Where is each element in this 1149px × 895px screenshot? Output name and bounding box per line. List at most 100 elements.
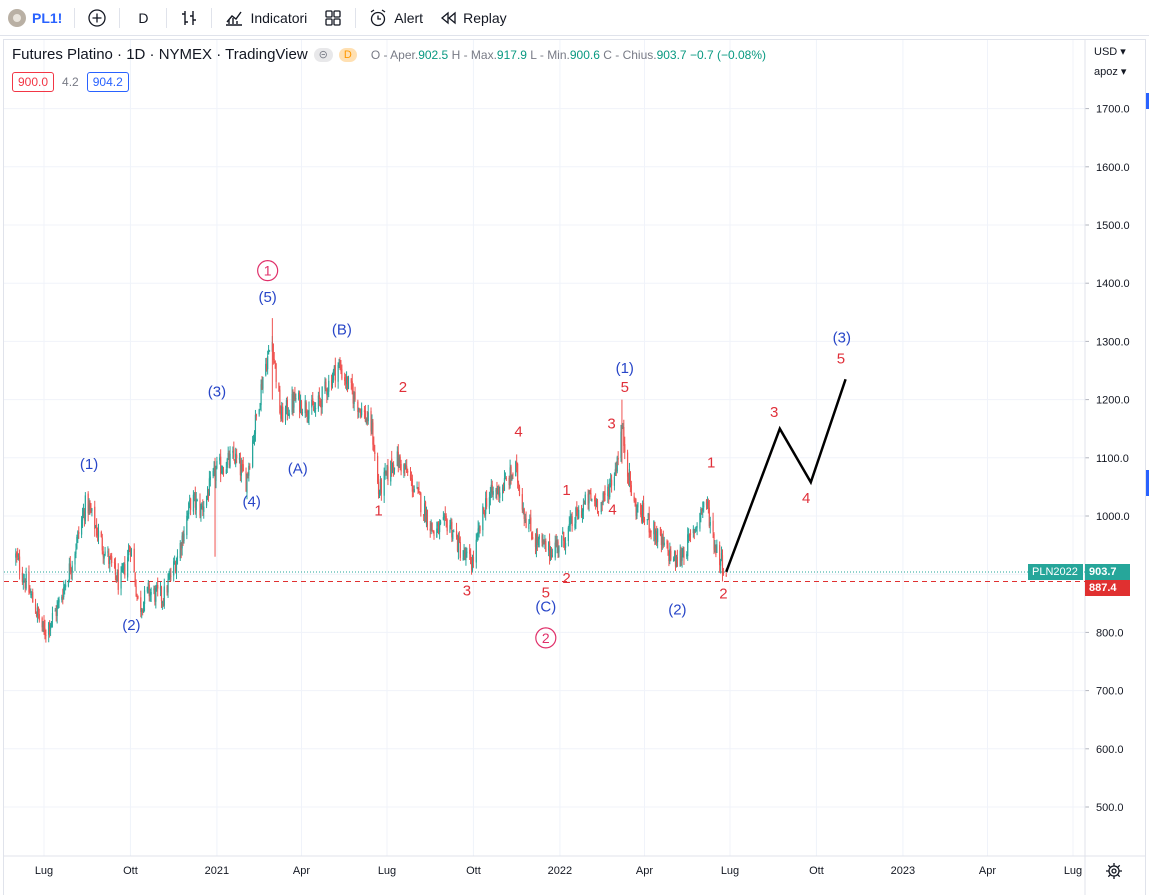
candle-body — [311, 399, 313, 408]
candle-body — [626, 452, 629, 477]
candle-body — [689, 533, 692, 535]
candle-body — [291, 393, 293, 413]
candle-body — [377, 481, 380, 494]
candle-body — [695, 526, 697, 528]
candle-body — [193, 493, 195, 495]
candle-body — [669, 548, 671, 562]
interval-button[interactable]: D — [124, 0, 162, 36]
candle-body — [189, 498, 192, 510]
candle-body — [94, 506, 96, 529]
candle-body — [117, 569, 119, 590]
candle-body — [21, 572, 23, 583]
layouts-button[interactable] — [315, 0, 351, 36]
chart-type-button[interactable] — [171, 0, 207, 36]
candle-body — [636, 508, 638, 517]
candle-body — [530, 517, 532, 531]
compare-add-button[interactable] — [79, 0, 115, 36]
candle-body — [377, 455, 379, 483]
candle-body — [25, 573, 27, 589]
candle-body — [511, 475, 513, 480]
candle-body — [549, 549, 552, 559]
candle-body — [537, 539, 539, 546]
candle-body — [207, 492, 210, 498]
candle-body — [351, 381, 353, 391]
candle-body — [609, 482, 611, 498]
candle-body — [196, 500, 198, 502]
candle-body — [136, 594, 138, 596]
currency-selector[interactable]: USD ▾ — [1094, 46, 1126, 58]
candle-body — [169, 573, 171, 579]
candle-body — [222, 470, 225, 474]
candle-body — [215, 469, 217, 481]
candle-body — [663, 542, 665, 546]
candle-body — [175, 562, 178, 573]
candle-body — [393, 467, 396, 470]
hide-button[interactable]: ⊝ — [313, 47, 333, 62]
candle-body — [109, 556, 111, 565]
candle-body — [101, 537, 103, 551]
candle-body — [503, 478, 506, 492]
candle-body — [485, 498, 487, 515]
candle-body — [68, 563, 70, 580]
candle-body — [409, 474, 412, 479]
candle-body — [108, 553, 110, 564]
candle-body — [374, 451, 376, 455]
wave-label-blue: (B) — [332, 321, 352, 338]
unit-selector[interactable]: apoz ▾ — [1094, 66, 1127, 78]
candle-body — [242, 464, 244, 472]
candle-body — [179, 543, 181, 559]
replay-button[interactable]: Replay — [431, 0, 515, 36]
candle-body — [483, 507, 485, 512]
candle-body — [328, 380, 330, 392]
candle-body — [91, 508, 93, 512]
candle-body — [71, 565, 73, 573]
divider — [166, 7, 168, 28]
candle-body — [681, 556, 683, 561]
x-tick-label: Apr — [979, 865, 996, 877]
candle-body — [82, 510, 85, 516]
candle-body — [57, 602, 59, 608]
indicators-button[interactable]: Indicatori — [216, 0, 315, 36]
candle-body — [306, 411, 308, 416]
candle-body — [502, 486, 505, 491]
candle-body — [399, 456, 401, 463]
candle-body — [115, 575, 117, 582]
candle-body — [159, 586, 162, 591]
sell-button[interactable]: 900.0 — [12, 72, 55, 92]
candle-body — [536, 534, 538, 544]
settings-gear-icon[interactable] — [1105, 862, 1123, 880]
candle-body — [417, 488, 419, 490]
y-tick-label: 1700.0 — [1096, 104, 1130, 116]
buy-button[interactable]: 904.2 — [86, 72, 129, 92]
candle-body — [75, 549, 77, 554]
candle-body — [390, 460, 392, 482]
candle-body — [80, 519, 83, 535]
alert-button[interactable]: Alert — [360, 0, 431, 36]
candle-body — [48, 622, 50, 635]
candle-body — [37, 606, 39, 615]
candle-body — [604, 493, 606, 495]
ohlc-readout: O - Aper.902.5 H - Max.917.9 L - Min.900… — [371, 48, 766, 62]
bars-chart-type-icon — [182, 10, 197, 25]
candle-body — [721, 555, 724, 574]
candle-body — [613, 476, 616, 486]
candle-body — [439, 523, 441, 533]
symbol-button[interactable]: PL1! — [0, 0, 70, 36]
candle-body — [69, 563, 71, 572]
candle-body — [247, 472, 249, 475]
candle-body — [720, 559, 722, 566]
indicators-icon — [226, 11, 243, 26]
candle-body — [515, 461, 517, 477]
candle-body — [676, 556, 678, 567]
candle-body — [517, 463, 519, 483]
chart-frame — [3, 39, 1146, 895]
candle-body — [543, 541, 545, 544]
candle-body — [281, 406, 283, 420]
candle-body — [656, 531, 658, 543]
candle-body — [50, 621, 53, 626]
candle-body — [412, 490, 414, 492]
scroll-marker — [1146, 93, 1149, 109]
candle-body — [332, 370, 335, 380]
candle-body — [683, 550, 685, 559]
